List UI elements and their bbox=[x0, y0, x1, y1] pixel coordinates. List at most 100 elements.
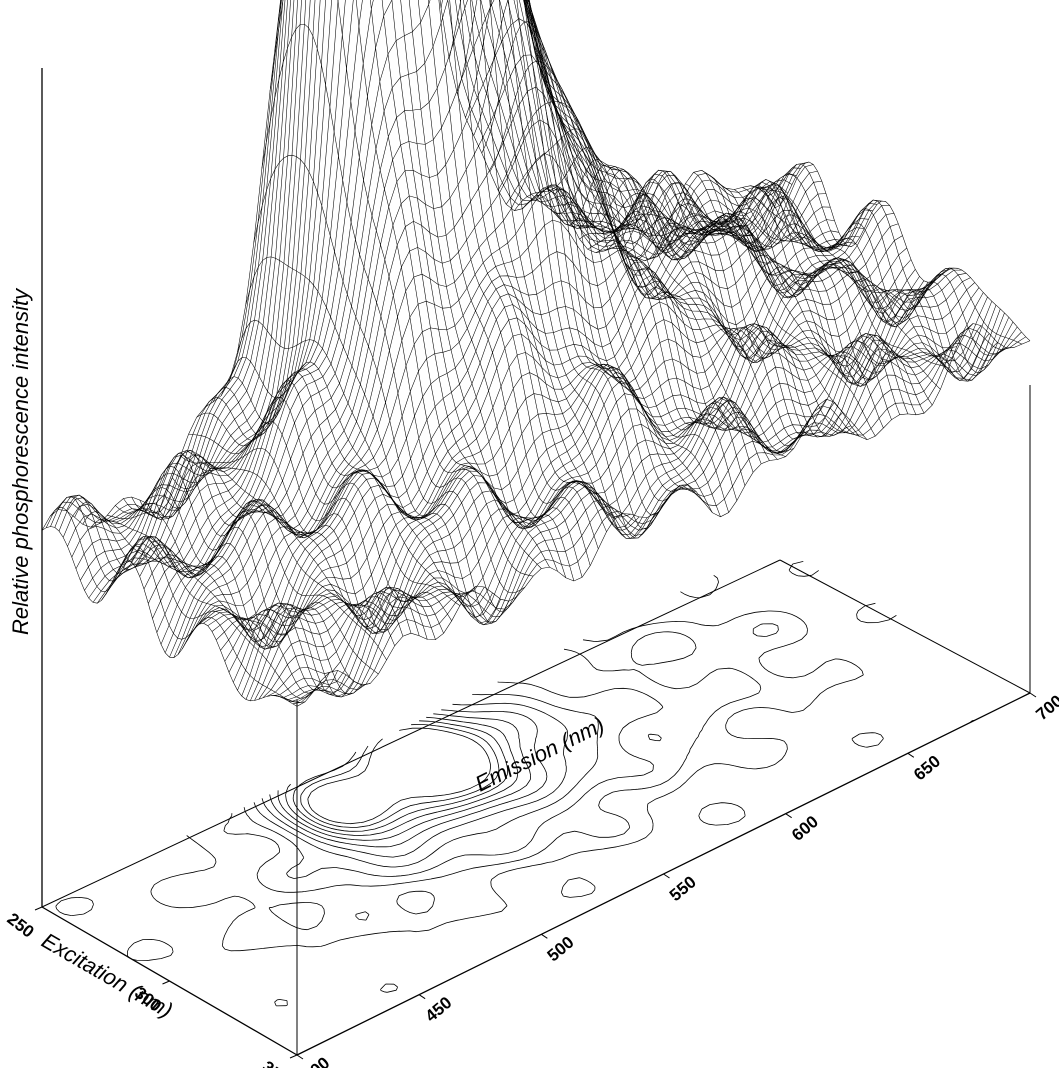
surface-line-emission bbox=[530, 164, 786, 457]
surface-line-emission bbox=[603, 194, 860, 437]
emission-tick-mark bbox=[907, 752, 915, 758]
surface-line-emission bbox=[427, 0, 591, 566]
surface-line-excitation bbox=[207, 275, 941, 650]
surface-line-emission bbox=[528, 0, 689, 492]
surface-line-excitation bbox=[88, 0, 822, 599]
surface-line-emission bbox=[107, 511, 363, 695]
emission-tick-label: 550 bbox=[666, 872, 700, 905]
contour-level bbox=[261, 702, 568, 858]
surface-line-emission bbox=[66, 494, 322, 694]
surface-line-emission bbox=[180, 447, 436, 640]
surface-line-excitation bbox=[211, 271, 946, 648]
surface-line-emission bbox=[123, 466, 379, 675]
surface-line-emission bbox=[516, 0, 664, 530]
surface-line-emission bbox=[652, 215, 909, 414]
back-left-floor-edge bbox=[41, 559, 781, 908]
surface-line-emission bbox=[742, 187, 998, 382]
emission-tick-mark bbox=[296, 1054, 304, 1060]
contour-level bbox=[253, 694, 599, 868]
surface-line-excitation bbox=[203, 278, 937, 648]
surface-line-emission bbox=[685, 183, 941, 390]
contour-level bbox=[307, 727, 491, 825]
surface-line-emission bbox=[465, 0, 721, 517]
surface-line-emission bbox=[245, 256, 501, 626]
surface-line-excitation bbox=[267, 308, 1001, 697]
surface-line-emission bbox=[449, 0, 607, 532]
surface-line-emission bbox=[457, 0, 713, 513]
surface-line-emission bbox=[758, 174, 1014, 356]
surface-line-excitation bbox=[131, 0, 865, 579]
surface-line-emission bbox=[669, 211, 925, 414]
emission-tick-mark bbox=[663, 873, 670, 879]
surface-line-emission bbox=[41, 526, 298, 707]
surface-line-emission bbox=[595, 211, 851, 437]
excitation-tick-mark bbox=[162, 980, 170, 985]
surface-line-excitation bbox=[71, 0, 805, 558]
surface-line-emission bbox=[571, 213, 827, 436]
excitation-tick-mark bbox=[34, 906, 43, 911]
surface-line-emission bbox=[261, 23, 518, 612]
surface-line-emission bbox=[98, 520, 355, 698]
surface-line-emission bbox=[131, 453, 387, 661]
contour-level bbox=[223, 623, 779, 921]
surface-line-emission bbox=[49, 507, 306, 703]
surface-line-emission bbox=[470, 0, 623, 514]
surface-line-emission bbox=[212, 372, 469, 595]
surface-line-emission bbox=[644, 198, 900, 415]
surface-line-emission bbox=[750, 185, 1006, 373]
plot-frame bbox=[41, 68, 1031, 1056]
surface-line-emission bbox=[489, 0, 640, 531]
contour-level bbox=[292, 720, 508, 832]
surface-line-emission bbox=[766, 163, 1023, 345]
surface-line-emission bbox=[563, 192, 819, 440]
emission-tick-mark bbox=[418, 994, 426, 1000]
surface-line-emission bbox=[528, 0, 680, 502]
surface-line-emission bbox=[58, 496, 314, 699]
surface-line-emission bbox=[400, 0, 567, 578]
surface-line-emission bbox=[381, 0, 550, 568]
surface-line-emission bbox=[660, 220, 917, 415]
intensity-axis-title: Relative phosphorescence intensity bbox=[8, 287, 33, 635]
emission-tick-mark bbox=[541, 933, 548, 939]
surface-line-emission bbox=[448, 0, 705, 503]
surface-line-excitation bbox=[228, 269, 962, 673]
surface-line-emission bbox=[204, 380, 461, 606]
surface-line-emission bbox=[417, 0, 583, 578]
surface-line-excitation bbox=[62, 0, 797, 538]
surface-line-excitation bbox=[41, 0, 776, 531]
surface-line-excitation bbox=[296, 323, 1031, 707]
wireframe-surface bbox=[41, 0, 1031, 707]
surface-line-emission bbox=[220, 368, 477, 597]
surface-line-excitation bbox=[177, 219, 912, 655]
surface-line-excitation bbox=[254, 296, 988, 701]
surface-line-emission bbox=[522, 159, 778, 460]
surface-line-emission bbox=[90, 518, 347, 695]
emission-tick-label: 450 bbox=[422, 993, 456, 1026]
surface-line-emission bbox=[163, 467, 420, 636]
surface-line-emission bbox=[172, 467, 428, 640]
surface-line-emission bbox=[277, 0, 534, 577]
excitation-tick-mark bbox=[289, 1054, 298, 1059]
surface-line-emission bbox=[253, 154, 510, 624]
surface-line-emission bbox=[546, 169, 803, 452]
surface-line-emission bbox=[269, 0, 526, 594]
excitation-tick-label: 350 bbox=[259, 1057, 293, 1068]
surface-line-emission bbox=[497, 101, 754, 473]
excitation-axis-title: Excitation (nm) bbox=[37, 928, 176, 1023]
surface-line-excitation bbox=[92, 0, 827, 603]
surface-line-excitation bbox=[288, 331, 1022, 703]
emission-tick-mark bbox=[785, 813, 792, 819]
contour-level bbox=[300, 724, 500, 828]
surface-line-emission bbox=[438, 0, 599, 549]
surface-line-emission bbox=[523, 0, 672, 516]
surface-line-excitation bbox=[126, 0, 861, 577]
emission-axis-title: Emission (nm) bbox=[471, 712, 608, 797]
surface-line-emission bbox=[479, 0, 631, 518]
surface-line-excitation bbox=[275, 317, 1010, 698]
emission-tick-label: 700 bbox=[1032, 691, 1059, 724]
contour-projection bbox=[55, 561, 975, 1007]
surface-line-emission bbox=[459, 0, 615, 520]
surface-line-emission bbox=[498, 0, 648, 539]
surface-line-emission bbox=[725, 188, 982, 374]
